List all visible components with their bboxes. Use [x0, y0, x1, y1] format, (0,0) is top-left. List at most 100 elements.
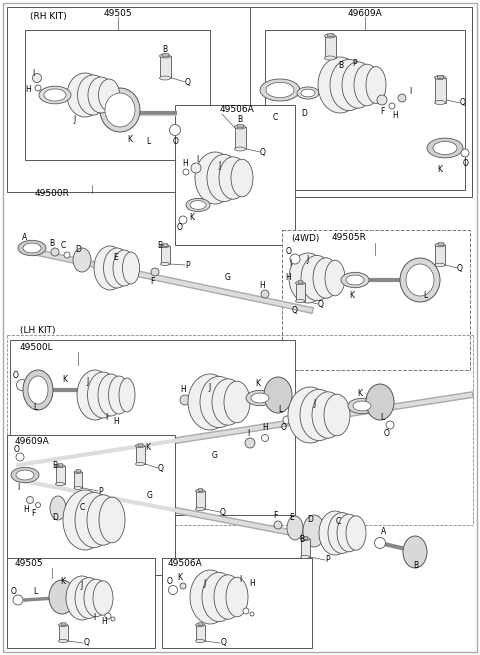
Text: K: K: [190, 214, 194, 223]
Bar: [163, 243, 167, 246]
Ellipse shape: [324, 34, 336, 38]
Text: I: I: [105, 413, 107, 422]
Text: 49506A: 49506A: [168, 559, 203, 567]
Ellipse shape: [297, 87, 319, 99]
Ellipse shape: [231, 159, 253, 196]
Text: D: D: [307, 515, 313, 525]
Ellipse shape: [87, 372, 119, 418]
Ellipse shape: [346, 275, 364, 285]
Text: I: I: [32, 69, 34, 77]
Text: H: H: [249, 580, 255, 588]
Ellipse shape: [288, 387, 332, 443]
Ellipse shape: [202, 572, 236, 622]
Text: P: P: [186, 261, 190, 269]
Ellipse shape: [341, 272, 369, 288]
Bar: [25, 30, 210, 160]
Ellipse shape: [353, 401, 371, 411]
Bar: [327, 33, 333, 36]
Text: I: I: [409, 88, 411, 96]
Ellipse shape: [190, 200, 206, 210]
Text: J: J: [204, 580, 206, 588]
Ellipse shape: [108, 376, 130, 414]
Circle shape: [250, 612, 254, 616]
Bar: [138, 443, 142, 446]
Ellipse shape: [188, 374, 232, 430]
Ellipse shape: [18, 240, 46, 255]
Text: P: P: [353, 58, 357, 67]
Ellipse shape: [88, 77, 114, 113]
Circle shape: [398, 94, 406, 102]
Text: H: H: [285, 272, 291, 282]
Ellipse shape: [266, 83, 294, 98]
Text: H: H: [113, 417, 119, 426]
Ellipse shape: [75, 493, 113, 548]
Ellipse shape: [264, 377, 292, 413]
Bar: [235, 127, 245, 149]
Text: 49500R: 49500R: [35, 189, 70, 198]
Ellipse shape: [160, 263, 169, 266]
Bar: [58, 463, 62, 466]
Text: O: O: [384, 428, 390, 438]
Bar: [7, 435, 175, 575]
Ellipse shape: [66, 576, 98, 620]
Text: B: B: [413, 561, 419, 569]
Ellipse shape: [433, 141, 457, 155]
Ellipse shape: [300, 390, 338, 441]
Bar: [198, 622, 202, 625]
Circle shape: [274, 521, 282, 529]
Bar: [59, 625, 68, 641]
Bar: [437, 75, 443, 77]
Bar: [250, 7, 472, 197]
Text: K: K: [145, 443, 151, 453]
Text: L: L: [380, 413, 384, 422]
Bar: [303, 536, 307, 539]
Text: K: K: [62, 375, 68, 384]
Circle shape: [180, 395, 190, 405]
Text: G: G: [225, 274, 231, 282]
Ellipse shape: [104, 248, 131, 288]
Bar: [434, 77, 445, 102]
Text: L: L: [423, 291, 427, 299]
Ellipse shape: [289, 253, 327, 303]
Text: H: H: [392, 111, 398, 121]
Text: J: J: [74, 115, 76, 124]
Text: L: L: [278, 405, 282, 415]
Ellipse shape: [186, 198, 210, 212]
Bar: [76, 469, 80, 472]
Ellipse shape: [296, 282, 304, 285]
Ellipse shape: [312, 392, 344, 438]
Circle shape: [111, 617, 115, 621]
Ellipse shape: [406, 264, 434, 296]
Text: (RH KIT): (RH KIT): [30, 12, 67, 22]
Ellipse shape: [287, 516, 303, 540]
Text: D: D: [75, 246, 81, 255]
Ellipse shape: [56, 464, 64, 468]
Ellipse shape: [403, 536, 427, 568]
Ellipse shape: [300, 555, 310, 559]
Text: L: L: [33, 586, 37, 595]
Text: Q: Q: [158, 464, 164, 472]
Bar: [162, 558, 312, 648]
Ellipse shape: [74, 487, 82, 489]
Ellipse shape: [49, 580, 75, 614]
Text: K: K: [128, 136, 132, 145]
Ellipse shape: [224, 381, 250, 422]
Ellipse shape: [246, 390, 274, 405]
Text: F: F: [31, 508, 35, 517]
Ellipse shape: [159, 54, 170, 58]
Text: Q: Q: [318, 301, 324, 310]
Ellipse shape: [324, 394, 350, 436]
Ellipse shape: [318, 57, 362, 113]
Circle shape: [26, 496, 34, 504]
Circle shape: [377, 95, 387, 105]
Ellipse shape: [84, 579, 108, 617]
Text: J: J: [307, 255, 309, 265]
Ellipse shape: [98, 79, 120, 111]
Circle shape: [179, 216, 187, 224]
Ellipse shape: [207, 155, 241, 202]
Circle shape: [33, 73, 41, 83]
Bar: [74, 472, 82, 488]
Ellipse shape: [313, 258, 339, 298]
Text: B: B: [52, 462, 58, 470]
Text: L: L: [33, 403, 37, 413]
